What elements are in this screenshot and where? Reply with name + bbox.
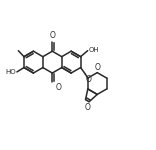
Text: O: O: [95, 63, 101, 72]
Text: O: O: [84, 103, 90, 112]
Text: O: O: [49, 32, 55, 40]
Text: HO: HO: [6, 69, 16, 75]
Text: OH: OH: [88, 47, 99, 53]
Text: O: O: [86, 75, 92, 84]
Text: O: O: [56, 83, 62, 92]
